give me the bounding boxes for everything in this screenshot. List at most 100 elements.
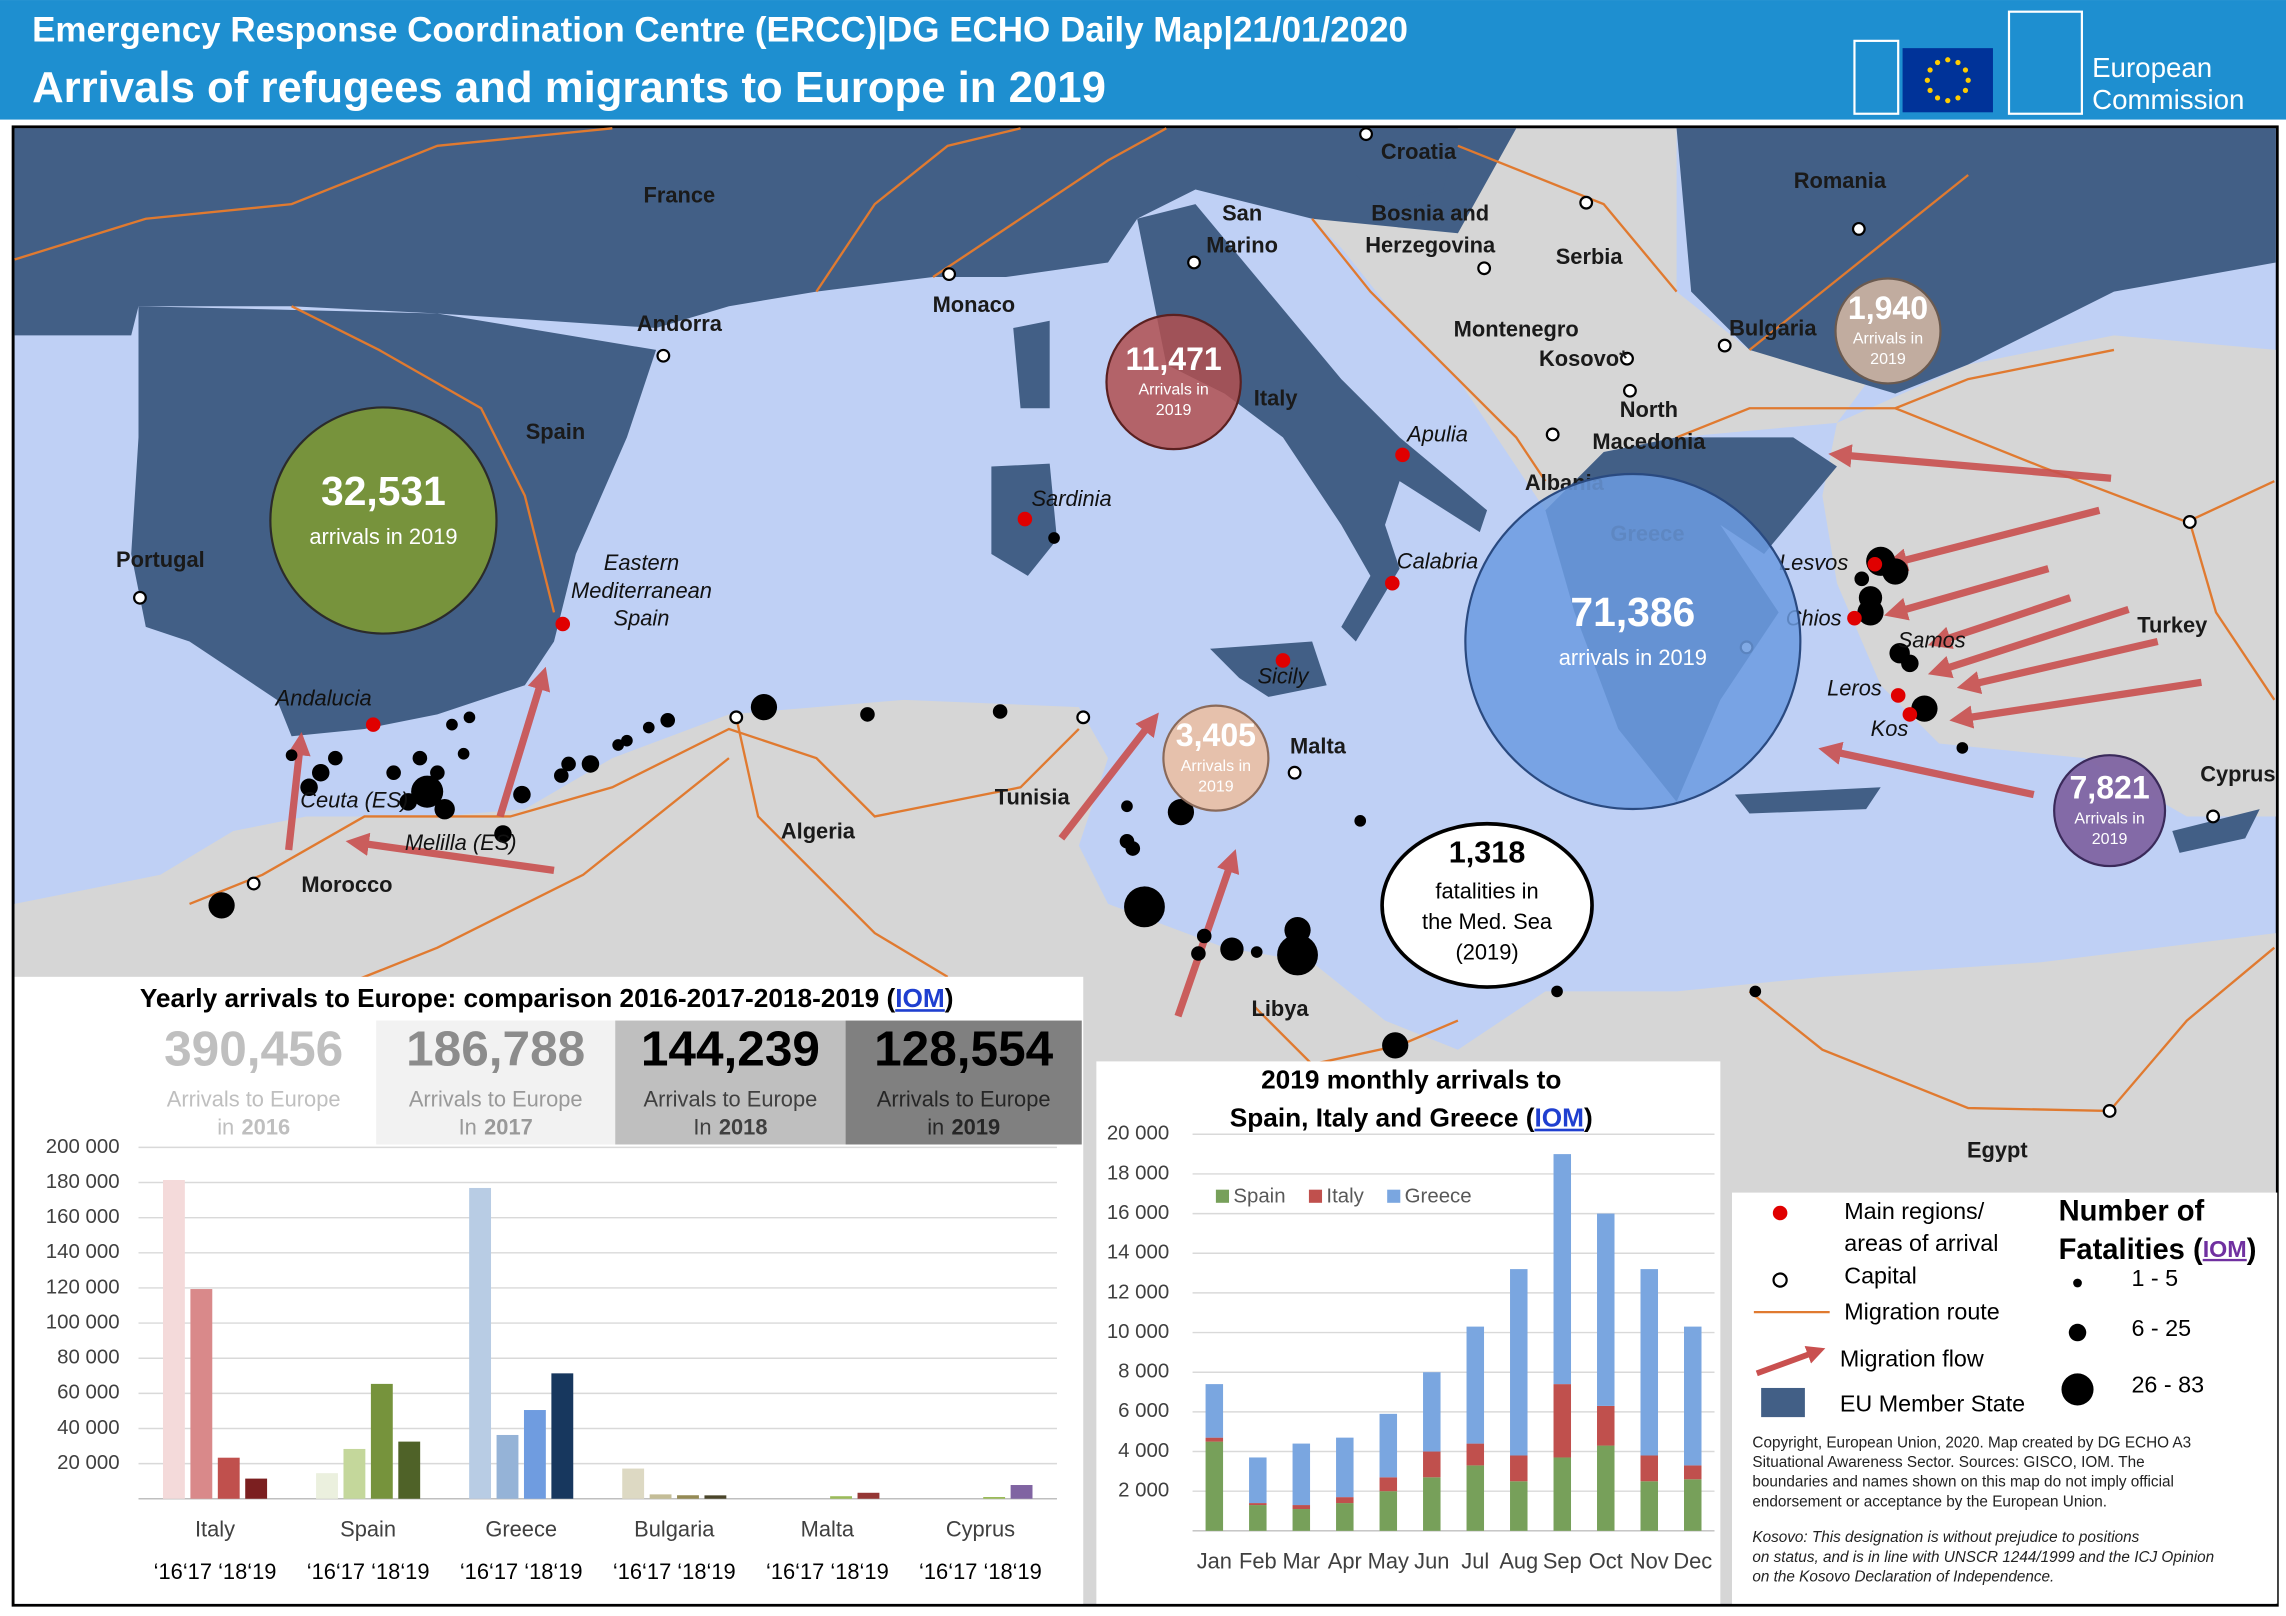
country-label: San Marino [1206, 200, 1278, 257]
bar [245, 1478, 268, 1499]
arrival-area [1385, 575, 1400, 591]
text-part: 2017 [484, 1114, 533, 1139]
text-part: IOM [895, 983, 945, 1013]
eu-star [1924, 77, 1930, 83]
x-sublabel: ‘16‘17 ‘18‘19 [766, 1559, 889, 1584]
y-tick-label: 200 000 [46, 1136, 120, 1158]
bar-segment [1249, 1505, 1267, 1531]
bar-segment [1249, 1503, 1267, 1506]
chart-title: Spain, Italy and Greece (IOM) [1230, 1103, 1593, 1133]
capital [133, 590, 147, 605]
migration-flow [1883, 506, 2101, 572]
bar [217, 1457, 240, 1499]
total-box [615, 1020, 846, 1145]
y-tick-label: 4 000 [1118, 1440, 1169, 1462]
country-label-line: Bosnia and [1371, 200, 1489, 225]
y-tick-label: 16 000 [1107, 1202, 1169, 1224]
arrival-bubble [1464, 472, 1802, 811]
capital [1851, 221, 1866, 236]
capital [1717, 338, 1732, 353]
fatality-dot [1220, 937, 1244, 961]
region-label: Melilla (ES) [405, 830, 517, 855]
eu-star [1962, 87, 1969, 94]
bar-segment [1466, 1443, 1485, 1466]
country-label: France [644, 183, 716, 208]
fatality-dot [1354, 814, 1367, 827]
legend-arrival-area [1772, 1205, 1788, 1221]
country-label: Tunisia [995, 785, 1071, 810]
bubble-caption-line: Arrivals in [1853, 330, 1923, 348]
copyright-line: Situational Awareness Sector. Sources: G… [1752, 1454, 2144, 1471]
migration-flow [1949, 678, 2202, 729]
text-part: Spain, Italy and Greece ( [1230, 1103, 1535, 1133]
country-label: Croatia [1381, 139, 1457, 164]
fatality-dot [411, 775, 444, 808]
copyright: Copyright, European Union, 2020. Map cre… [1752, 1434, 2191, 1510]
country-label: Algeria [781, 818, 856, 843]
y-tick-label: 6 000 [1118, 1400, 1169, 1422]
fatality-dot [1551, 985, 1563, 998]
x-tick-label: Mar [1282, 1549, 1320, 1574]
fatality-dot [1956, 742, 1969, 754]
country-label-line: Herzegovina [1365, 232, 1496, 257]
fatality-dot [860, 707, 875, 722]
legend-label-line: Main regions/ [1844, 1198, 1984, 1224]
capital [1359, 127, 1373, 142]
migration-flow [1828, 444, 2112, 482]
region-label: Samos [1898, 627, 1966, 652]
bubble-caption-line: arrivals in 2019 [1559, 645, 1707, 670]
arrival-area [1847, 610, 1862, 626]
legend-fatality-size: 1 - 5 [2131, 1265, 2178, 1291]
country-label: Andorra [637, 311, 723, 336]
fatality-dot [554, 768, 569, 783]
y-tick-label: 20 000 [1107, 1123, 1169, 1145]
country-label: Morocco [301, 872, 392, 897]
legend-label: Migration flow [1840, 1345, 1984, 1371]
bubble-caption-line: 2019 [1870, 350, 1906, 368]
region-label: Lesvos [1779, 550, 1848, 575]
bar-segment [1466, 1326, 1485, 1444]
fatality-dot [1048, 532, 1060, 544]
bubble-caption: arrivals in 2019 [1559, 645, 1707, 670]
x-tick-label: Bulgaria [634, 1517, 715, 1542]
x-tick-label: Spain [340, 1517, 396, 1542]
text-part: In [693, 1114, 711, 1139]
bar [370, 1383, 393, 1499]
legend-fatality-size: 26 - 83 [2131, 1372, 2204, 1398]
arrival-area [1275, 653, 1291, 668]
bar [857, 1492, 880, 1499]
fatality-dot [1121, 800, 1133, 813]
fatality-dot [311, 763, 330, 782]
fatality-dot [1191, 946, 1206, 961]
bubble-caption-line: 2019 [1156, 401, 1192, 419]
bar-segment [1205, 1437, 1224, 1442]
bar-segment [1510, 1269, 1528, 1456]
bar-segment [1292, 1505, 1311, 1510]
bubble-caption: Arrivals in 2019 [1853, 330, 1923, 368]
bar-segment [1205, 1384, 1224, 1438]
country-label: Montenegro [1454, 317, 1579, 342]
x-tick-label: Nov [1630, 1549, 1669, 1574]
region-label: Ceuta (ES) [300, 788, 408, 813]
y-tick-label: 160 000 [46, 1206, 120, 1228]
migration-flow [345, 832, 555, 875]
fatality-dot [1882, 558, 1909, 585]
bar-segment [1597, 1213, 1615, 1406]
text-part: 2018 [719, 1114, 768, 1139]
country-label-line: San [1222, 200, 1262, 225]
x-tick-label: Jan [1197, 1549, 1232, 1574]
bubble-caption-line: Arrivals in [2074, 810, 2144, 828]
legend-label: Spain [1233, 1185, 1285, 1207]
arrival-area [1395, 447, 1410, 463]
arrival-bubble [1834, 277, 1942, 385]
header-title: Arrivals of refugees and migrants to Eur… [32, 63, 1106, 112]
eu-star [1934, 95, 1941, 101]
legend-fatality-dot [2073, 1278, 2082, 1288]
eu-star [1927, 67, 1933, 73]
region-label-line: Eastern [604, 550, 679, 575]
capital [1623, 383, 1637, 398]
y-tick-label: 40 000 [57, 1417, 119, 1439]
country-label: Malta [1290, 734, 1347, 759]
x-tick-label: Apr [1328, 1549, 1362, 1574]
legend-label: Italy [1326, 1185, 1364, 1207]
